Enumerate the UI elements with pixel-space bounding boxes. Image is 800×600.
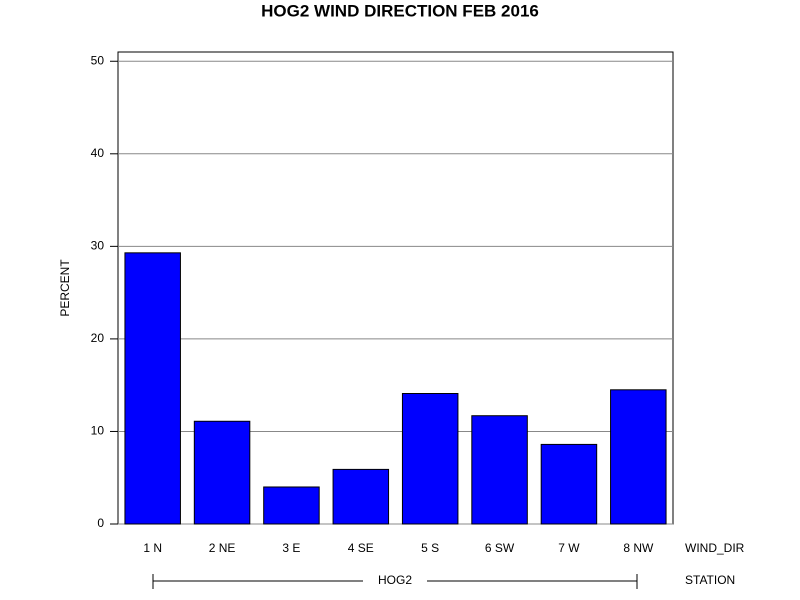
- bar: [401, 393, 459, 525]
- x-tick-label: 8 NW: [623, 541, 654, 555]
- group-label: HOG2: [378, 573, 412, 587]
- y-axis-label: PERCENT: [58, 259, 72, 317]
- group-axis-label: STATION: [685, 573, 735, 587]
- x-tick-label: 2 NE: [209, 541, 236, 555]
- group-bracket: [152, 574, 638, 589]
- bar: [540, 443, 598, 525]
- y-tick-label: 0: [97, 516, 104, 530]
- y-tick-label: 20: [91, 331, 105, 345]
- y-tick-label: 10: [91, 424, 105, 438]
- x-tick-label: 6 SW: [485, 541, 515, 555]
- y-tick-label: 50: [91, 53, 105, 67]
- x-tick-label: 1 N: [143, 541, 162, 555]
- x-tick-label: 4 SE: [348, 541, 374, 555]
- bar: [124, 252, 181, 525]
- y-tick-label: 40: [91, 146, 105, 160]
- bar: [193, 420, 251, 525]
- y-tick-label: 30: [91, 239, 105, 253]
- bar: [610, 389, 667, 525]
- bar: [263, 486, 320, 525]
- x-tick-label: 3 E: [282, 541, 300, 555]
- x-axis-label: WIND_DIR: [685, 541, 745, 555]
- x-tick-label: 7 W: [558, 541, 580, 555]
- bar: [332, 468, 390, 525]
- x-tick-label: 5 S: [421, 541, 439, 555]
- bar: [471, 415, 528, 525]
- chart-title: HOG2 WIND DIRECTION FEB 2016: [261, 1, 539, 20]
